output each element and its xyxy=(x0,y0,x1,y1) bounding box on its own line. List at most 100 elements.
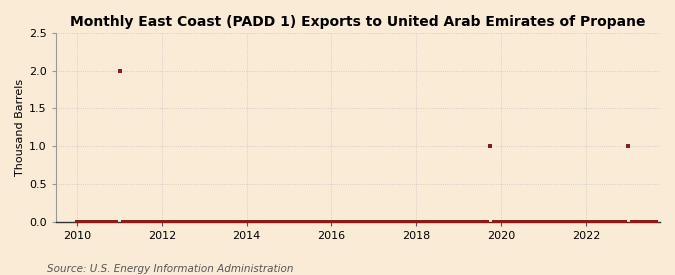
Point xyxy=(389,219,400,224)
Point xyxy=(245,219,256,224)
Point xyxy=(259,219,270,224)
Point xyxy=(277,219,288,224)
Point xyxy=(432,219,443,224)
Point xyxy=(467,219,478,224)
Point xyxy=(517,219,528,224)
Point xyxy=(128,219,139,224)
Point xyxy=(478,219,489,224)
Point xyxy=(160,219,171,224)
Point xyxy=(457,219,468,224)
Point xyxy=(633,219,644,224)
Point xyxy=(559,219,570,224)
Point xyxy=(379,219,390,224)
Point xyxy=(157,219,167,224)
Point xyxy=(234,219,245,224)
Point xyxy=(171,219,182,224)
Point xyxy=(601,219,612,224)
Point xyxy=(337,219,348,224)
Point xyxy=(503,219,514,224)
Point xyxy=(82,219,93,224)
Point xyxy=(616,219,626,224)
Point xyxy=(623,144,634,148)
Point xyxy=(111,219,122,224)
Point xyxy=(195,219,206,224)
Point xyxy=(329,219,340,224)
Point xyxy=(255,219,266,224)
Point xyxy=(149,219,160,224)
Point xyxy=(114,68,125,73)
Point xyxy=(556,219,566,224)
Point xyxy=(587,219,598,224)
Point xyxy=(273,219,284,224)
Point xyxy=(263,219,273,224)
Point xyxy=(97,219,107,224)
Point xyxy=(531,219,542,224)
Point xyxy=(312,219,323,224)
Point xyxy=(199,219,210,224)
Y-axis label: Thousand Barrels: Thousand Barrels xyxy=(15,79,25,176)
Point xyxy=(298,219,308,224)
Point xyxy=(425,219,436,224)
Point xyxy=(577,219,588,224)
Point xyxy=(605,219,616,224)
Point xyxy=(464,219,475,224)
Point xyxy=(358,219,369,224)
Point xyxy=(499,219,510,224)
Point xyxy=(563,219,574,224)
Point xyxy=(495,219,506,224)
Point xyxy=(178,219,188,224)
Point xyxy=(383,219,394,224)
Point xyxy=(573,219,584,224)
Title: Monthly East Coast (PADD 1) Exports to United Arab Emirates of Propane: Monthly East Coast (PADD 1) Exports to U… xyxy=(70,15,646,29)
Point xyxy=(439,219,450,224)
Point xyxy=(192,219,202,224)
Point xyxy=(319,219,330,224)
Point xyxy=(185,219,196,224)
Point xyxy=(418,219,429,224)
Point xyxy=(630,219,641,224)
Point xyxy=(294,219,305,224)
Text: Source: U.S. Energy Information Administration: Source: U.S. Energy Information Administ… xyxy=(47,264,294,274)
Point xyxy=(287,219,298,224)
Point xyxy=(227,219,238,224)
Point xyxy=(510,219,520,224)
Point xyxy=(651,219,662,224)
Point xyxy=(135,219,146,224)
Point xyxy=(506,219,517,224)
Point xyxy=(284,219,294,224)
Point xyxy=(524,219,535,224)
Point xyxy=(209,219,220,224)
Point xyxy=(570,219,580,224)
Point xyxy=(125,219,136,224)
Point xyxy=(549,219,560,224)
Point xyxy=(414,219,425,224)
Point xyxy=(117,219,128,224)
Point xyxy=(489,219,500,224)
Point xyxy=(72,219,82,224)
Point xyxy=(492,219,503,224)
Point xyxy=(591,219,602,224)
Point xyxy=(545,219,556,224)
Point xyxy=(450,219,460,224)
Point xyxy=(122,219,132,224)
Point xyxy=(280,219,291,224)
Point xyxy=(619,219,630,224)
Point xyxy=(475,219,485,224)
Point xyxy=(132,219,142,224)
Point xyxy=(386,219,397,224)
Point xyxy=(369,219,379,224)
Point xyxy=(344,219,354,224)
Point xyxy=(202,219,213,224)
Point xyxy=(411,219,422,224)
Point xyxy=(326,219,337,224)
Point xyxy=(89,219,100,224)
Point xyxy=(103,219,114,224)
Point xyxy=(340,219,351,224)
Point xyxy=(644,219,655,224)
Point xyxy=(351,219,362,224)
Point xyxy=(252,219,263,224)
Point xyxy=(429,219,439,224)
Point xyxy=(520,219,531,224)
Point xyxy=(584,219,595,224)
Point xyxy=(220,219,231,224)
